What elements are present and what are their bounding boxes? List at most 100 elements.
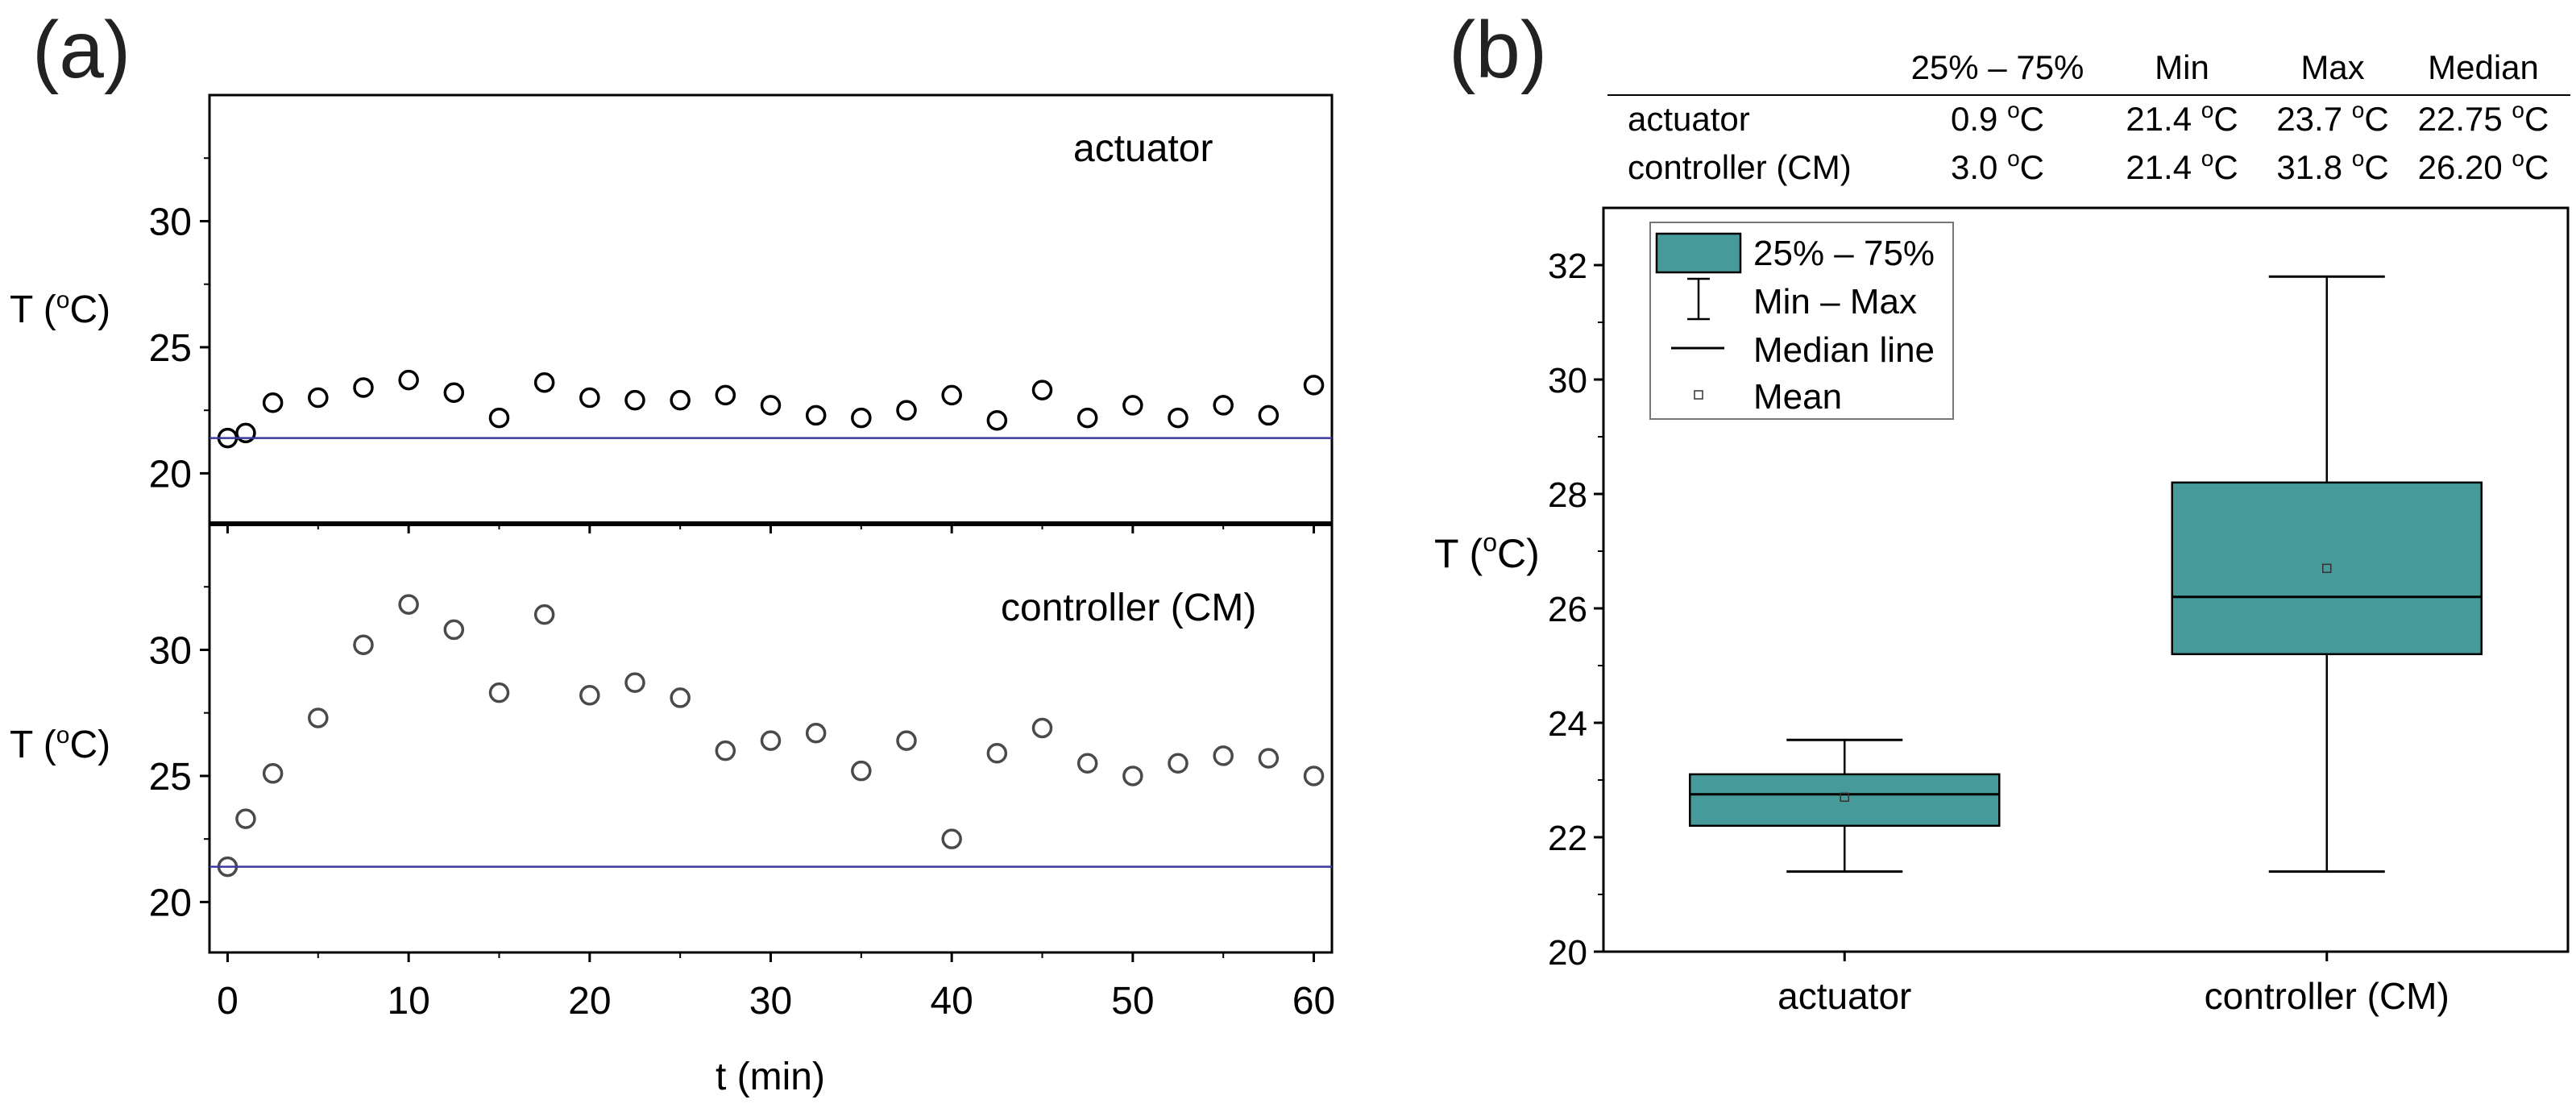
boxplot-y-tick-label: 32 <box>1548 247 1587 286</box>
boxplot-x-tick-label: controller (CM) <box>2205 975 2449 1017</box>
actuator-data-point <box>1213 395 1234 416</box>
actuator-y-axis-title: T (oC) <box>10 287 110 331</box>
controller-data-point <box>760 730 782 751</box>
legend-mean-swatch <box>1694 390 1703 400</box>
x-axis-title: t (min) <box>716 1056 825 1098</box>
actuator-box <box>1689 773 2001 828</box>
x-tick-label: 30 <box>749 980 792 1023</box>
legend-item-label: 25% – 75% <box>1753 234 1935 273</box>
boxplot-y-axis-title: T (oC) <box>1434 528 1540 576</box>
stats-cell: 21.4 oC <box>2126 98 2238 138</box>
actuator-data-point <box>1031 380 1053 400</box>
boxplot-y-axis: 20 22 24 26 28 30 32 <box>1548 247 1603 973</box>
boxplot-y-tick-label: 28 <box>1548 475 1587 515</box>
controller-box <box>2171 481 2483 656</box>
controller-subplot: 20 25 30 controller (CM) T (oC) <box>10 521 1334 954</box>
controller-mean-marker <box>2322 563 2332 574</box>
controller-data-point <box>896 730 917 751</box>
actuator-data-point <box>624 389 645 411</box>
actuator-data-point <box>1076 407 1098 429</box>
stats-header-cell: Median <box>2428 48 2539 86</box>
controller-data-point <box>670 687 691 708</box>
actuator-data-point <box>488 407 510 429</box>
boxplot-x-tick-label: actuator <box>1777 975 1911 1017</box>
actuator-data-point <box>443 382 465 404</box>
x-tick-label: 20 <box>568 980 611 1023</box>
x-tick-label: 60 <box>1292 980 1335 1023</box>
boxplot-x-axis: actuator controller (CM) <box>1777 952 2449 1017</box>
controller-y-tick-label: 20 <box>149 882 192 924</box>
controller-data-point <box>533 604 555 625</box>
stats-cell: 3.0 oC <box>1951 146 2044 186</box>
x-tick-label: 10 <box>387 980 429 1023</box>
stats-row-label: controller (CM) <box>1628 148 1852 186</box>
controller-data-point <box>805 722 827 744</box>
actuator-data-point <box>715 384 736 406</box>
actuator-data-point <box>353 377 374 398</box>
controller-data-point <box>353 634 374 655</box>
controller-data-point <box>941 828 962 849</box>
controller-data-point <box>624 672 645 693</box>
controller-y-tick-label: 25 <box>149 756 192 799</box>
controller-data-point <box>1258 748 1280 769</box>
actuator-y-tick-label: 25 <box>149 327 192 370</box>
actuator-data-point <box>579 387 600 409</box>
stats-row-label: actuator <box>1628 100 1750 138</box>
controller-data-point <box>851 760 872 782</box>
actuator-data-point <box>896 400 917 421</box>
actuator-data-point <box>398 369 419 391</box>
stats-header-cell: Min <box>2155 48 2209 86</box>
x-tick-label: 50 <box>1111 980 1154 1023</box>
actuator-data-point <box>308 387 329 409</box>
actuator-mean-marker <box>1840 792 1849 803</box>
stats-header-cell: 25% – 75% <box>1911 48 2084 86</box>
controller-y-axis: 20 25 30 <box>149 586 209 924</box>
stats-cell: 22.75 oC <box>2418 98 2549 138</box>
stats-cell: 0.9 oC <box>1951 98 2044 138</box>
controller-data-point <box>235 808 256 829</box>
actuator-data-point <box>235 422 256 444</box>
stats-table: 25% – 75% Min Max Median actuator 0.9 oC 21.4 … <box>1607 48 2570 186</box>
actuator-subplot: 20 25 30 actuator T (oC) <box>10 93 1334 525</box>
controller-y-axis-title: T (oC) <box>10 722 110 766</box>
controller-data-point <box>443 619 465 641</box>
boxplot-y-tick-label: 20 <box>1548 933 1587 973</box>
time-x-axis: 0 10 20 30 40 50 60 <box>217 524 1335 1023</box>
actuator-data-point <box>1122 395 1143 416</box>
actuator-data-point <box>1303 375 1325 396</box>
actuator-data-point <box>760 395 782 416</box>
legend: 25% – 75% Min – Max Median line Mean <box>1649 222 1954 420</box>
actuator-data-point <box>851 407 872 429</box>
controller-data-point <box>488 682 510 703</box>
controller-data-point <box>715 740 736 761</box>
actuator-annotation: actuator <box>1073 127 1213 170</box>
boxplot: 20 22 24 26 28 30 32 actuator controller (CM) T… <box>1434 206 2570 1017</box>
legend-box-swatch <box>1655 232 1742 274</box>
controller-data-point <box>308 707 329 728</box>
legend-item-label: Mean <box>1753 377 1842 417</box>
controller-data-point <box>1031 717 1053 739</box>
controller-y-tick-label: 30 <box>149 629 192 672</box>
panel-b-label: (b) <box>1449 5 1547 95</box>
actuator-data-point <box>805 405 827 426</box>
legend-item-label: Min – Max <box>1753 282 1917 322</box>
controller-data-point <box>1168 753 1188 774</box>
actuator-data-point <box>1168 407 1188 429</box>
boxplot-frame <box>1602 206 2570 953</box>
actuator-y-axis: 20 25 30 <box>149 157 209 496</box>
boxplot-y-tick-label: 22 <box>1548 819 1587 858</box>
controller-data-point <box>262 763 284 784</box>
panel-a-label: (a) <box>32 5 131 95</box>
actuator-data-point <box>1258 405 1280 426</box>
boxplot-y-tick-label: 26 <box>1548 590 1587 629</box>
stats-cell: 21.4 oC <box>2126 146 2238 186</box>
controller-data-point <box>1076 753 1098 774</box>
controller-data-point <box>1303 766 1325 786</box>
boxplot-y-tick-label: 30 <box>1548 361 1587 400</box>
stats-cell: 31.8 oC <box>2276 146 2388 186</box>
controller-data-point <box>398 594 419 615</box>
actuator-data-point <box>262 392 284 413</box>
stats-cell: 23.7 oC <box>2276 98 2388 138</box>
controller-data-point <box>986 743 1008 764</box>
actuator-y-tick-label: 30 <box>149 201 192 243</box>
